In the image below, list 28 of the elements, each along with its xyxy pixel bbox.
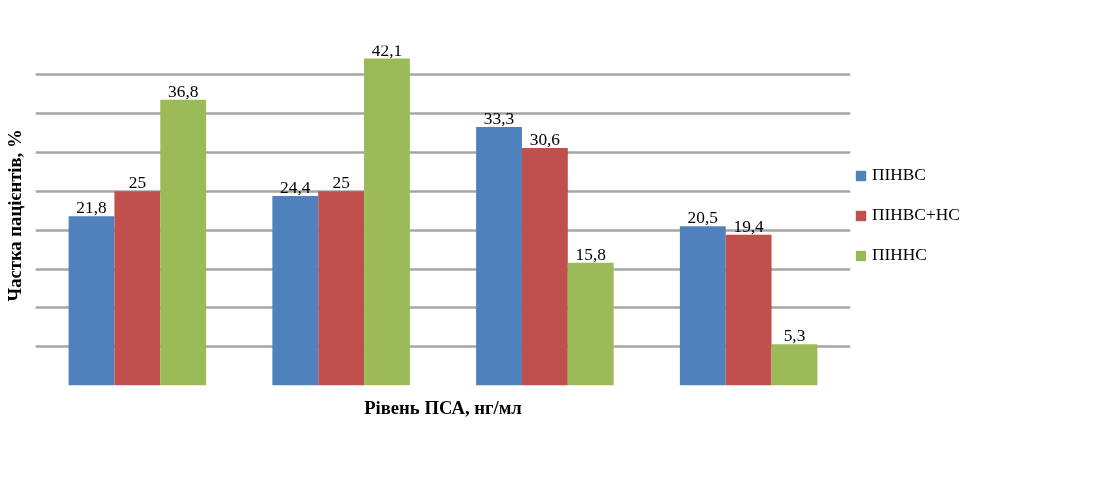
bar <box>521 147 568 386</box>
bar <box>160 99 207 386</box>
data-label: 19,4 <box>733 216 765 236</box>
bar <box>68 216 115 386</box>
bar <box>567 262 614 386</box>
legend-label: ПІННС <box>872 245 927 265</box>
data-label: 36,8 <box>168 81 199 101</box>
bar <box>364 58 410 386</box>
x-axis-title: Рівень ПСА, нг/мл <box>364 396 522 418</box>
y-axis-title: Частка пацієнтів, % <box>3 129 25 302</box>
legend-label: ПІНВС+НС <box>872 205 960 225</box>
data-label: 33,3 <box>483 108 515 128</box>
bar <box>318 191 365 386</box>
bar <box>771 344 818 386</box>
data-label: 5,3 <box>783 326 806 346</box>
bar <box>679 226 726 386</box>
data-label: 15,8 <box>575 244 606 264</box>
data-label: 20,5 <box>687 208 718 228</box>
data-label: 24,4 <box>280 178 311 198</box>
bar <box>476 126 522 386</box>
bar <box>725 234 772 386</box>
bar <box>272 196 319 386</box>
data-label: 25 <box>128 173 147 193</box>
legend-label: ПІНВС <box>872 165 926 185</box>
data-label: 21,8 <box>76 198 107 218</box>
data-label: 25 <box>332 173 350 193</box>
data-label: 30,6 <box>529 129 561 149</box>
bar <box>114 191 161 386</box>
